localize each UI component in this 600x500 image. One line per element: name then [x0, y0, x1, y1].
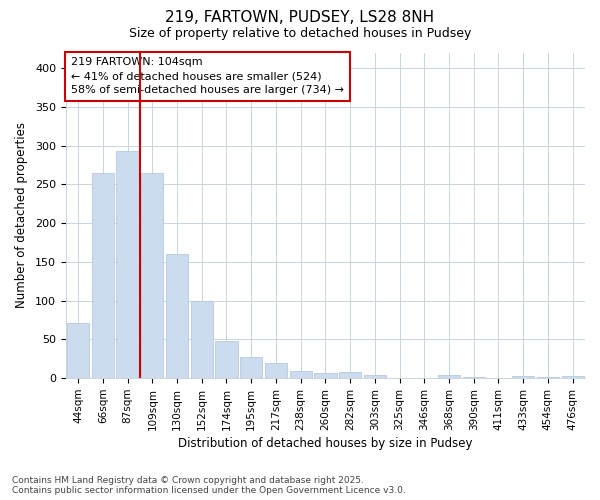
Bar: [314, 373, 337, 378]
Bar: [215, 341, 238, 378]
Bar: [438, 375, 460, 378]
Bar: [166, 254, 188, 378]
Bar: [240, 358, 262, 378]
Bar: [537, 376, 559, 378]
Bar: [116, 151, 139, 378]
Text: Size of property relative to detached houses in Pudsey: Size of property relative to detached ho…: [129, 28, 471, 40]
Bar: [67, 323, 89, 378]
Bar: [92, 174, 114, 378]
Bar: [191, 302, 213, 378]
Bar: [562, 376, 584, 378]
Text: 219 FARTOWN: 104sqm
← 41% of detached houses are smaller (524)
58% of semi-detac: 219 FARTOWN: 104sqm ← 41% of detached ho…: [71, 58, 344, 96]
Bar: [141, 172, 163, 378]
Bar: [512, 376, 535, 378]
Bar: [339, 372, 361, 378]
X-axis label: Distribution of detached houses by size in Pudsey: Distribution of detached houses by size …: [178, 437, 473, 450]
Text: Contains HM Land Registry data © Crown copyright and database right 2025.
Contai: Contains HM Land Registry data © Crown c…: [12, 476, 406, 495]
Bar: [290, 371, 312, 378]
Bar: [364, 375, 386, 378]
Bar: [265, 364, 287, 378]
Y-axis label: Number of detached properties: Number of detached properties: [15, 122, 28, 308]
Text: 219, FARTOWN, PUDSEY, LS28 8NH: 219, FARTOWN, PUDSEY, LS28 8NH: [166, 10, 434, 25]
